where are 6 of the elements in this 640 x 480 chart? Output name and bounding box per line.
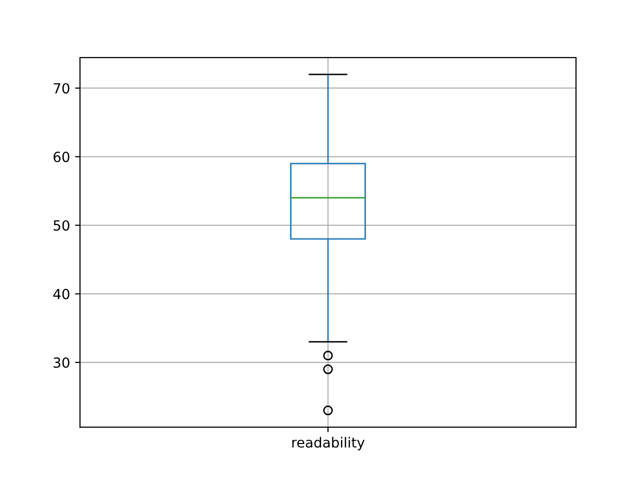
y-tick-label: 40 [53,288,70,300]
y-tick-label: 30 [54,357,70,368]
y-tick-label: 60 [54,152,70,162]
y-tick-label: 50 [54,220,70,231]
y-tick-label: 70 [54,83,70,94]
x-tick-label: readability [292,436,365,450]
